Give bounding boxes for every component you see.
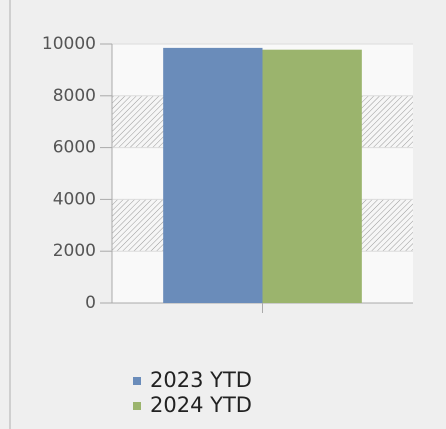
y-tick-label: 6000 — [53, 138, 96, 158]
y-tick-label: 10000 — [42, 34, 96, 54]
y-tick-label: 0 — [85, 293, 96, 313]
legend-label: 2024 YTD — [150, 393, 252, 417]
bar — [262, 49, 362, 304]
legend-label: 2023 YTD — [150, 368, 252, 392]
y-tick-label: 4000 — [53, 189, 96, 209]
y-tick-label: 2000 — [53, 241, 96, 261]
legend-swatch — [133, 377, 141, 385]
y-tick-label: 8000 — [53, 86, 96, 106]
legend-swatch — [133, 402, 141, 410]
bar — [163, 47, 263, 304]
